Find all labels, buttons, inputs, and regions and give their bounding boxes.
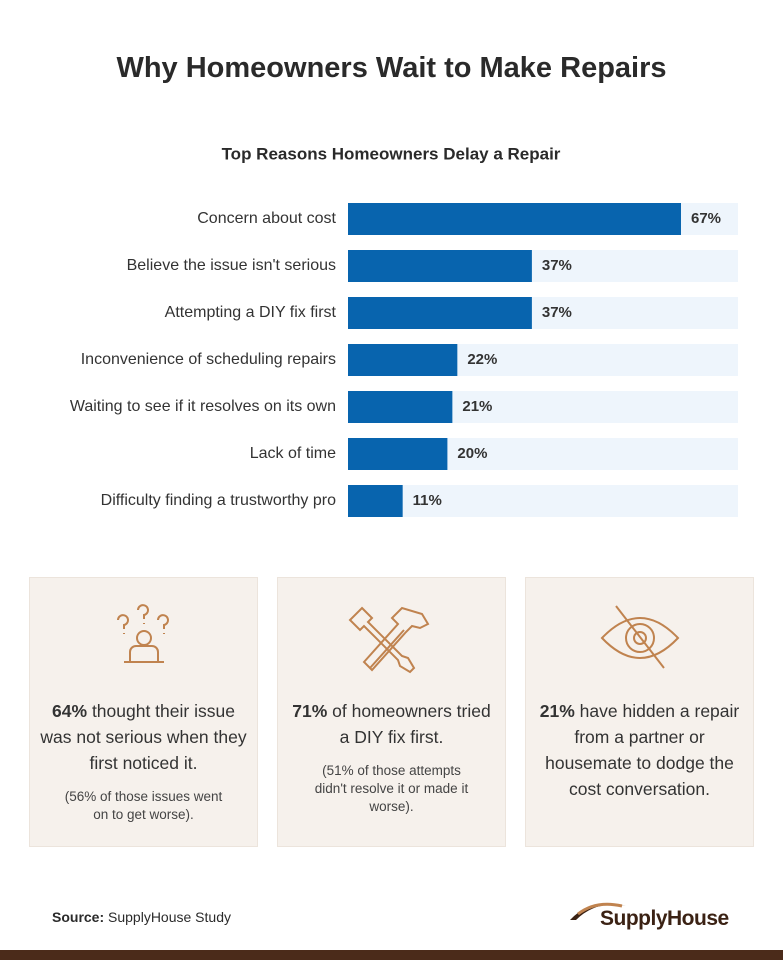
value-label: 21%: [462, 398, 492, 415]
chart-title: Top Reasons Homeowners Delay a Repair: [222, 144, 561, 163]
category-label: Believe the issue isn't serious: [127, 257, 336, 274]
source-text: SupplyHouse Study: [108, 909, 231, 925]
bar: [348, 250, 532, 282]
card-body: of homeowners tried a DIY fix first.: [332, 701, 491, 747]
logo-swoosh: [570, 902, 626, 920]
card-text: 64% thought their issue was not serious …: [40, 698, 247, 824]
card-body: have hidden a repair from a partner or h…: [545, 701, 740, 799]
footer-bar: [0, 950, 783, 960]
category-label: Waiting to see if it resolves on its own: [70, 398, 336, 415]
value-label: 22%: [467, 351, 497, 368]
source-label: Source:: [52, 909, 105, 925]
stat-card: 71% of homeowners tried a DIY fix first.…: [277, 577, 506, 847]
card-highlight: 64%: [52, 701, 88, 721]
stat-card: 21% have hidden a repair from a partner …: [525, 577, 754, 847]
category-label: Attempting a DIY fix first: [165, 304, 337, 321]
tools-icon: [348, 606, 430, 674]
card-highlight: 21%: [539, 701, 575, 721]
value-label: 20%: [457, 445, 487, 462]
value-label: 67%: [691, 210, 721, 227]
bar: [348, 438, 448, 470]
bar: [348, 485, 403, 517]
card-note: (56% of those issues went on to get wors…: [64, 789, 223, 822]
category-label: Lack of time: [250, 445, 336, 462]
bar-track: [348, 485, 738, 517]
value-label: 11%: [413, 492, 442, 509]
category-label: Difficulty finding a trustworthy pro: [101, 492, 336, 509]
category-label: Inconvenience of scheduling repairs: [81, 351, 336, 368]
logo: SupplyHouse: [600, 907, 729, 930]
value-label: 37%: [542, 304, 572, 321]
category-label: Concern about cost: [197, 210, 336, 227]
hidden-eye-icon: [600, 605, 680, 669]
bar: [348, 297, 532, 329]
stat-card: 64% thought their issue was not serious …: [29, 577, 258, 847]
source: Source: SupplyHouse Study: [52, 909, 231, 925]
chart: Top Reasons Homeowners Delay a Repair Co…: [70, 144, 738, 517]
bar: [348, 203, 681, 235]
bar: [348, 391, 453, 423]
card-text: 21% have hidden a repair from a partner …: [536, 698, 743, 802]
bar: [348, 344, 458, 376]
card-note: (51% of those attempts didn't resolve it…: [314, 763, 469, 814]
card-highlight: 71%: [292, 701, 328, 721]
card-body: thought their issue was not serious when…: [40, 701, 247, 773]
confused-icon: [117, 604, 169, 663]
value-label: 37%: [542, 257, 572, 274]
card-text: 71% of homeowners tried a DIY fix first.…: [288, 698, 495, 816]
page-title: Why Homeowners Wait to Make Repairs: [116, 52, 667, 84]
